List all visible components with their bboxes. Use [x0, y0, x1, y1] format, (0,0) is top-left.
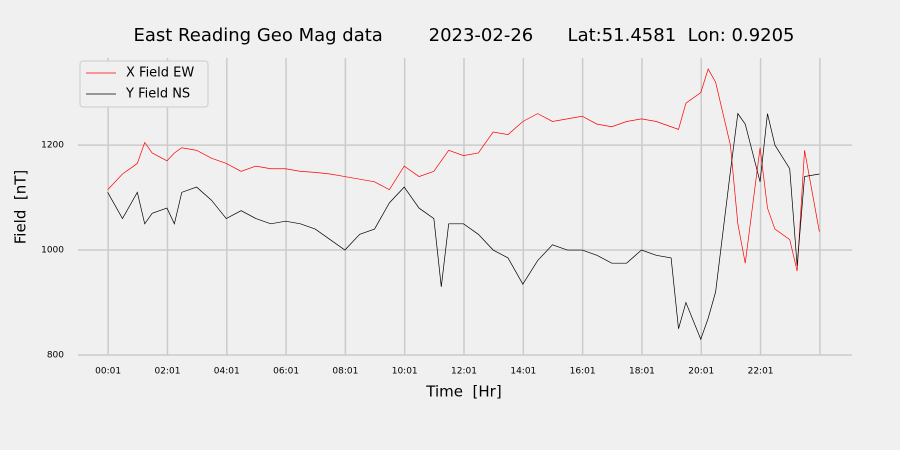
y-tick-label: 1000 — [41, 246, 64, 256]
y-tick-label: 800 — [47, 351, 64, 361]
legend-label: X Field EW — [126, 66, 194, 81]
x-tick-label: 18:01 — [629, 367, 655, 377]
x-tick-label: 02:01 — [154, 367, 180, 377]
data-line — [107, 112, 820, 341]
x-tick-label: 12:01 — [451, 367, 477, 377]
x-tick-label: 08:01 — [332, 367, 358, 377]
chart-title: East Reading Geo Mag data 2023-02-26 Lat… — [133, 25, 794, 46]
x-tick-label: 04:01 — [214, 367, 240, 377]
x-tick-label: 14:01 — [510, 367, 536, 377]
y-tick-label: 1200 — [41, 141, 64, 151]
data-line — [107, 68, 820, 272]
x-tick-label: 20:01 — [688, 367, 714, 377]
y-axis-label: Field [nT] — [12, 170, 30, 245]
legend-box — [79, 60, 209, 108]
legend-label: Y Field NS — [125, 87, 190, 102]
x-tick-label: 22:01 — [748, 367, 774, 377]
x-axis-label: Time [Hr] — [425, 383, 501, 401]
x-tick-label: 06:01 — [273, 367, 299, 377]
x-tick-label: 10:01 — [392, 367, 418, 377]
x-tick-label: 16:01 — [570, 367, 596, 377]
x-tick-label: 00:01 — [95, 367, 121, 377]
